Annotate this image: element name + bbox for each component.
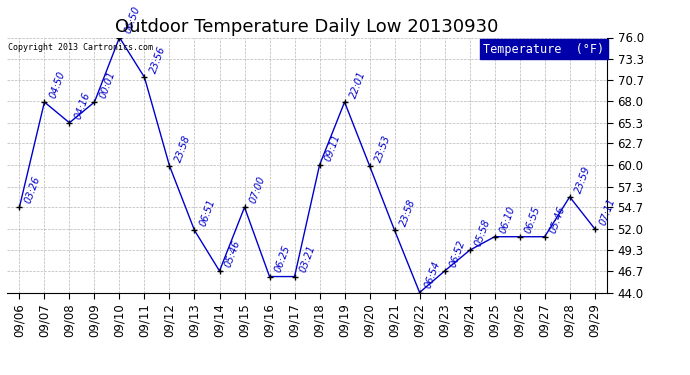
Text: 05:46: 05:46: [549, 204, 567, 234]
Text: 04:16: 04:16: [73, 90, 92, 120]
Text: 23:58: 23:58: [173, 134, 193, 164]
Text: 03:26: 03:26: [23, 175, 42, 205]
Text: 06:55: 06:55: [524, 204, 542, 234]
Text: 06:52: 06:52: [448, 238, 467, 268]
Text: 06:50: 06:50: [124, 5, 142, 35]
Text: 06:51: 06:51: [198, 198, 217, 228]
Text: 06:25: 06:25: [273, 244, 293, 274]
Text: 06:54: 06:54: [424, 260, 442, 290]
Text: 07:00: 07:00: [248, 175, 267, 205]
Text: Copyright 2013 Cartronics.com: Copyright 2013 Cartronics.com: [8, 43, 153, 52]
Title: Outdoor Temperature Daily Low 20130930: Outdoor Temperature Daily Low 20130930: [115, 18, 499, 36]
Text: 05:58: 05:58: [473, 218, 493, 248]
Text: 04:50: 04:50: [48, 70, 67, 100]
Text: 23:58: 23:58: [398, 198, 417, 228]
Text: 23:56: 23:56: [148, 45, 167, 75]
Text: 05:46: 05:46: [224, 238, 242, 268]
Text: 00:01: 00:01: [98, 70, 117, 100]
Text: 06:10: 06:10: [498, 204, 518, 234]
Text: 22:01: 22:01: [348, 70, 367, 100]
Text: 09:11: 09:11: [324, 133, 342, 163]
Text: Temperature  (°F): Temperature (°F): [483, 43, 604, 56]
Text: 23:59: 23:59: [573, 165, 593, 195]
Text: 23:53: 23:53: [373, 134, 393, 164]
Text: 03:21: 03:21: [298, 244, 317, 274]
Text: 07:11: 07:11: [598, 196, 618, 226]
